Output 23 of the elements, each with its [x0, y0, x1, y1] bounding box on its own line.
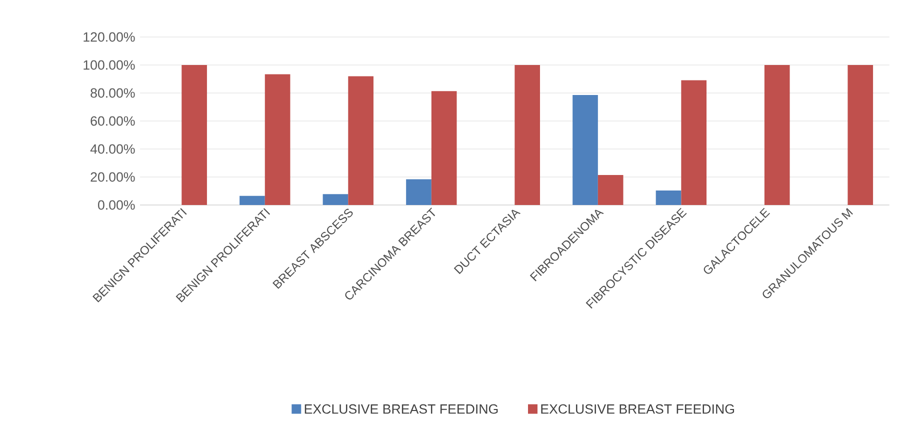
- bar: [322, 194, 348, 205]
- bar: [431, 91, 457, 205]
- bar: [264, 74, 290, 205]
- bar: [182, 65, 207, 205]
- y-tick-label: 20.00%: [90, 172, 135, 182]
- bar: [656, 190, 682, 205]
- bar: [572, 94, 598, 205]
- legend-label: EXCLUSIVE BREAST FEEDING: [304, 404, 498, 414]
- y-tick-label: 40.00%: [90, 144, 135, 154]
- bar: [764, 65, 790, 205]
- bar: [240, 196, 265, 205]
- bar: [598, 175, 624, 205]
- y-tick-label: 0.00%: [98, 200, 135, 210]
- bar: [406, 179, 432, 205]
- y-tick-label: 100.00%: [84, 60, 135, 70]
- bar: [348, 76, 374, 205]
- y-tick-label: 80.00%: [90, 88, 135, 98]
- bar: [514, 65, 540, 205]
- bar: [681, 80, 707, 205]
- y-tick-label: 60.00%: [90, 116, 135, 126]
- legend-label: EXCLUSIVE BREAST FEEDING: [541, 404, 734, 414]
- y-tick-label: 120.00%: [84, 32, 135, 42]
- bar: [848, 65, 874, 205]
